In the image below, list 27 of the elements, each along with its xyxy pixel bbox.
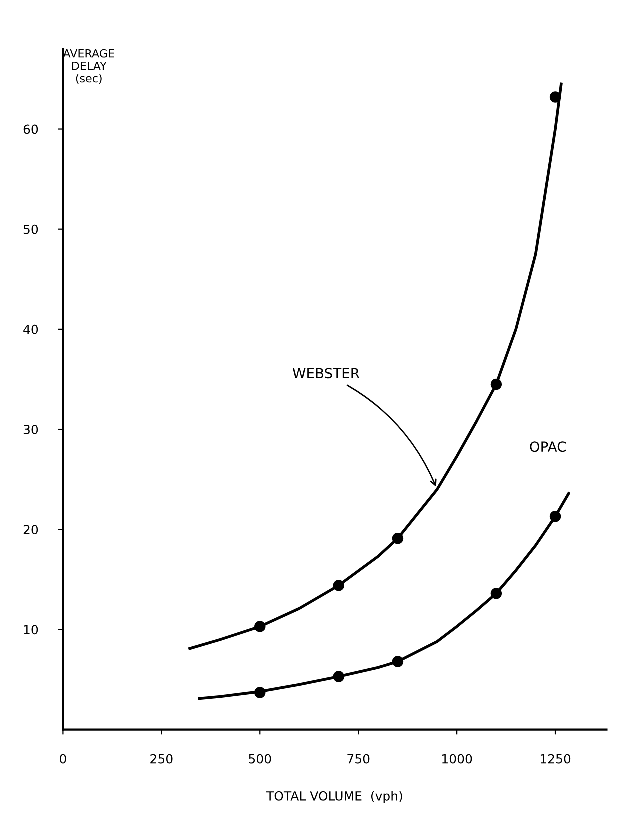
point xyxy=(490,588,502,600)
point xyxy=(333,671,345,682)
point xyxy=(550,92,562,103)
point xyxy=(490,378,502,390)
annotation: OPAC xyxy=(530,442,566,452)
x-tick-label: 750 xyxy=(348,754,370,764)
point xyxy=(392,656,404,668)
x-axis-title: TOTAL VOLUME (vph) xyxy=(266,791,402,804)
y-tick-label: 10 xyxy=(24,625,38,635)
x-tick-label: 1250 xyxy=(540,754,571,764)
point xyxy=(254,687,266,698)
x-tick-label: 500 xyxy=(249,754,272,764)
x-tick-label: 0 xyxy=(60,754,66,764)
x-tick-label: 1000 xyxy=(442,754,472,764)
y-tick-label: 20 xyxy=(24,525,38,535)
point xyxy=(254,621,266,632)
y-tick-label: 60 xyxy=(24,124,38,134)
annotation: WEBSTER xyxy=(292,368,360,379)
y-axis-title: AVERAGE DELAY (sec) xyxy=(63,49,114,84)
point xyxy=(333,580,345,592)
point xyxy=(550,511,562,522)
y-tick-label: 40 xyxy=(24,324,38,334)
y-tick-label: 30 xyxy=(24,425,38,434)
y-tick-label: 50 xyxy=(24,224,38,234)
point xyxy=(392,533,404,544)
x-tick-label: 250 xyxy=(150,754,173,764)
line-series xyxy=(198,492,570,700)
